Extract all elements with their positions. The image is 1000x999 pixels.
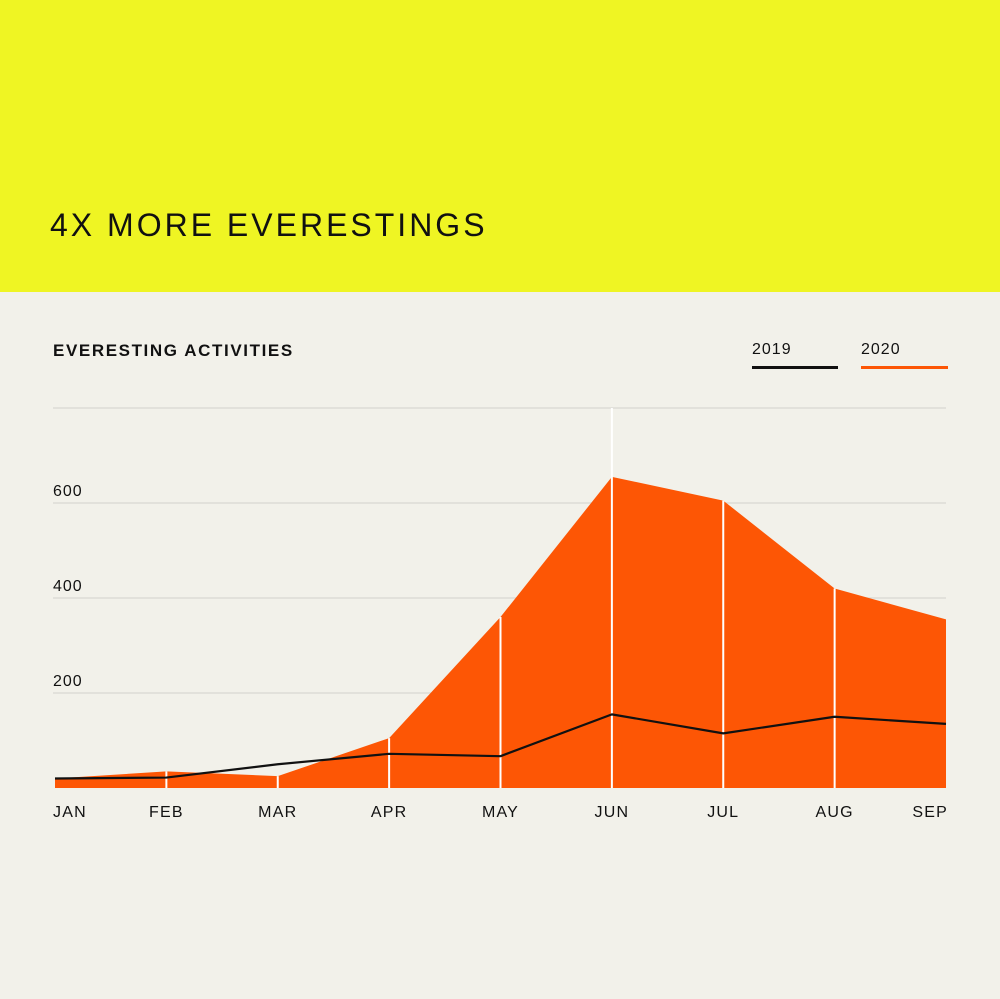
x-tick-label: AUG xyxy=(815,804,853,821)
x-tick-label: MAR xyxy=(258,804,297,821)
x-tick-label: SEP xyxy=(912,804,948,821)
x-tick-label: JAN xyxy=(53,804,87,821)
line-2019 xyxy=(54,713,947,780)
legend-swatch-2020 xyxy=(861,366,948,369)
y-tick-label: 400 xyxy=(53,578,83,595)
legend-item-2019: 2019 xyxy=(752,341,838,369)
headline: 4X MORE EVERESTINGS xyxy=(50,207,488,243)
x-tick-label: JUN xyxy=(595,804,630,821)
y-tick-label: 600 xyxy=(53,483,83,500)
x-tick-label: APR xyxy=(371,804,408,821)
x-tick-label: FEB xyxy=(149,804,184,821)
legend-item-2020: 2020 xyxy=(861,341,948,369)
x-tick-label: JUL xyxy=(707,804,739,821)
legend-label-2020: 2020 xyxy=(861,341,901,358)
y-tick-label: 200 xyxy=(53,673,83,690)
chart-title: EVERESTING ACTIVITIES xyxy=(53,341,294,360)
legend-swatch-2019 xyxy=(752,366,838,369)
hero-banner: 4X MORE EVERESTINGS xyxy=(0,0,1000,292)
x-tick-label: MAY xyxy=(482,804,519,821)
legend-label-2019: 2019 xyxy=(752,341,792,358)
